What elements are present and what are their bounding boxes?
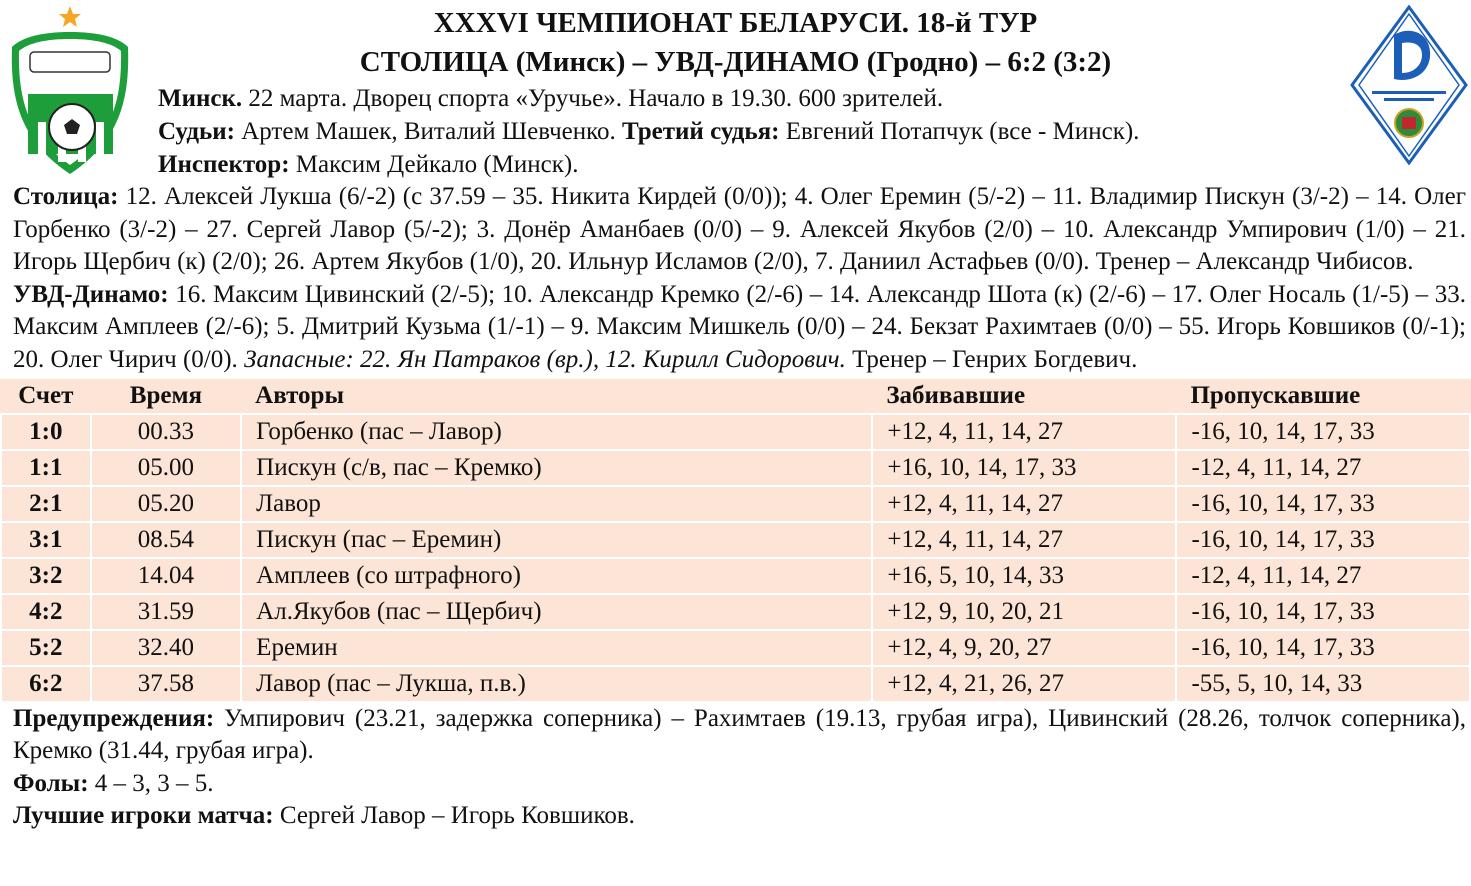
scorers-on-court-cell: +12, 9, 10, 20, 21 [871, 593, 1178, 631]
authors-cell: Пискун (пас – Еремин) [240, 521, 874, 559]
text: 22 марта. Дворец спорта «Уручье». Начало… [242, 85, 944, 112]
text: Сергей Лавор – Игорь Ковшиков. [273, 802, 635, 830]
conceders-on-court-cell: -16, 10, 14, 17, 33 [1175, 413, 1471, 451]
info-line: Судьи: Артем Машек, Виталий Шевченко. Тр… [158, 115, 1338, 148]
best-players: Лучшие игроки матча: Сергей Лавор – Игор… [13, 800, 1466, 833]
column-header: Время [90, 378, 242, 415]
time-cell: 31.59 [89, 593, 243, 631]
conceders-on-court-cell: -55, 5, 10, 14, 33 [1175, 665, 1471, 703]
championship-title: XXXVI ЧЕМПИОНАТ БЕЛАРУСИ. 18-й ТУР [433, 7, 1038, 39]
report-body: Минск. 22 марта. Дворец спорта «Уручье».… [0, 82, 1471, 833]
info-line: Минск. 22 марта. Дворец спорта «Уручье».… [158, 82, 1338, 115]
label: Столица: [13, 183, 119, 210]
label: Третий судья: [622, 118, 780, 145]
goal-row: 3:1 08.54 Пискун (пас – Еремин) +12, 4, 11,… [0, 521, 1471, 559]
time-cell: 05.20 [89, 485, 243, 523]
warnings: Предупреждения: Умпирович (23.21, задерж… [13, 703, 1466, 768]
score-cell: 3:1 [0, 521, 92, 559]
authors-cell: Ал.Якубов (пас – Щербич) [240, 593, 874, 631]
time-cell: 14.04 [89, 557, 243, 595]
scorers-on-court-cell: +16, 5, 10, 14, 33 [871, 557, 1178, 595]
conceders-on-court-cell: -16, 10, 14, 17, 33 [1175, 485, 1471, 523]
header: XXXVI ЧЕМПИОНАТ БЕЛАРУСИ. 18-й ТУР СТОЛИ… [0, 0, 1471, 82]
score-cell: 5:2 [0, 629, 92, 667]
label: Инспектор: [158, 151, 290, 178]
text: 4 – 3, 3 – 5. [88, 769, 214, 797]
uvd-dinamo-logo [1350, 5, 1468, 165]
text: Евгений Потапчук (все - Минск). [779, 118, 1140, 145]
text: 16. Максим Цивинский (2/-5); 10. Алексан… [13, 280, 1466, 373]
conceders-on-court-cell: -12, 4, 11, 14, 27 [1175, 449, 1471, 487]
column-header: Счет [1, 378, 91, 415]
score-cell: 3:2 [0, 557, 92, 595]
conceders-on-court-cell: -16, 10, 14, 17, 33 [1175, 593, 1471, 631]
text: Артем Машек, Виталий Шевченко. [234, 118, 623, 145]
authors-cell: Лавор [240, 485, 874, 523]
table-header-row: Счет Время Авторы Забивавшие Пропускавшие [1, 378, 1470, 415]
column-header: Забивавшие [872, 378, 1177, 415]
conceders-on-court-cell: -16, 10, 14, 17, 33 [1175, 521, 1471, 559]
conceders-on-court-cell: -16, 10, 14, 17, 33 [1175, 629, 1471, 667]
label: Фолы: [13, 769, 89, 797]
scorers-on-court-cell: +12, 4, 11, 14, 27 [871, 521, 1178, 559]
label: Лучшие игроки матча: [13, 802, 274, 830]
label: УВД-Динамо: [13, 280, 169, 308]
goals-table: Счет Время Авторы Забивавшие Пропускавшие 1:… [0, 378, 1471, 703]
goal-row: 4:2 31.59 Ал.Якубов (пас – Щербич) +12, 9, … [0, 593, 1471, 631]
match-info: Минск. 22 марта. Дворец спорта «Уручье».… [158, 82, 1338, 181]
score-cell: 4:2 [0, 593, 92, 631]
score-cell: 1:1 [0, 449, 92, 487]
match-title: СТОЛИЦА (Минск) – УВД-ДИНАМО (Гродно) – … [359, 46, 1112, 78]
authors-cell: Пискун (с/в, пас – Кремко) [240, 449, 874, 487]
column-header: Авторы [241, 378, 873, 415]
scorers-on-court-cell: +12, 4, 21, 26, 27 [871, 665, 1178, 703]
scorers-on-court-cell: +12, 4, 11, 14, 27 [871, 413, 1178, 451]
time-cell: 00.33 [89, 413, 243, 451]
goal-row: 1:0 00.33 Горбенко (пас – Лавор) +12, 4, 11… [0, 413, 1471, 451]
text: Тренер – Генрих Богдевич. [845, 345, 1138, 373]
goal-row: 5:2 32.40 Еремин +12, 4, 9, 20, 27 -16, 10, … [0, 629, 1471, 667]
scorers-on-court-cell: +16, 10, 14, 17, 33 [871, 449, 1178, 487]
text: 12. Алексей Лукша (6/-2) (с 37.59 – 35. … [13, 183, 1466, 276]
away-lineup: УВД-Динамо: 16. Максим Цивинский (2/-5);… [13, 279, 1466, 377]
label: Судьи: [158, 118, 235, 145]
time-cell: 08.54 [89, 521, 243, 559]
authors-cell: Лавор (пас – Лукша, п.в.) [240, 665, 874, 703]
goal-row: 1:1 05.00 Пискун (с/в, пас – Кремко) +16, 1… [0, 449, 1471, 487]
time-cell: 05.00 [89, 449, 243, 487]
authors-cell: Амплеев (со штрафного) [240, 557, 874, 595]
time-cell: 37.58 [89, 665, 243, 703]
text: Умпирович (23.21, задержка соперника) – … [13, 704, 1466, 765]
conceders-on-court-cell: -12, 4, 11, 14, 27 [1175, 557, 1471, 595]
score-cell: 1:0 [0, 413, 92, 451]
info-line: Инспектор: Максим Дейкало (Минск). [158, 148, 1338, 181]
time-cell: 32.40 [89, 629, 243, 667]
score-cell: 6:2 [0, 665, 92, 703]
column-header: Пропускавшие [1176, 378, 1470, 415]
goal-row: 2:1 05.20 Лавор +12, 4, 11, 14, 27 -16, 10, … [0, 485, 1471, 523]
home-lineup: Столица: 12. Алексей Лукша (6/-2) (с 37.… [13, 181, 1466, 279]
goal-row: 6:2 37.58 Лавор (пас – Лукша, п.в.) +12, 4,… [0, 665, 1471, 703]
authors-cell: Еремин [240, 629, 874, 667]
text: Максим Дейкало (Минск). [289, 151, 579, 178]
text: Запасные: 22. Ян Патраков (вр.), 12. Кир… [244, 345, 846, 373]
fouls: Фолы: 4 – 3, 3 – 5. [13, 768, 1466, 801]
scorers-on-court-cell: +12, 4, 11, 14, 27 [871, 485, 1178, 523]
label: Минск. [158, 85, 243, 112]
stolitsa-logo [11, 6, 129, 174]
authors-cell: Горбенко (пас – Лавор) [240, 413, 874, 451]
label: Предупреждения: [13, 704, 215, 732]
score-cell: 2:1 [0, 485, 92, 523]
scorers-on-court-cell: +12, 4, 9, 20, 27 [871, 629, 1178, 667]
goal-row: 3:2 14.04 Амплеев (со штрафного) +16, 5, 10… [0, 557, 1471, 595]
